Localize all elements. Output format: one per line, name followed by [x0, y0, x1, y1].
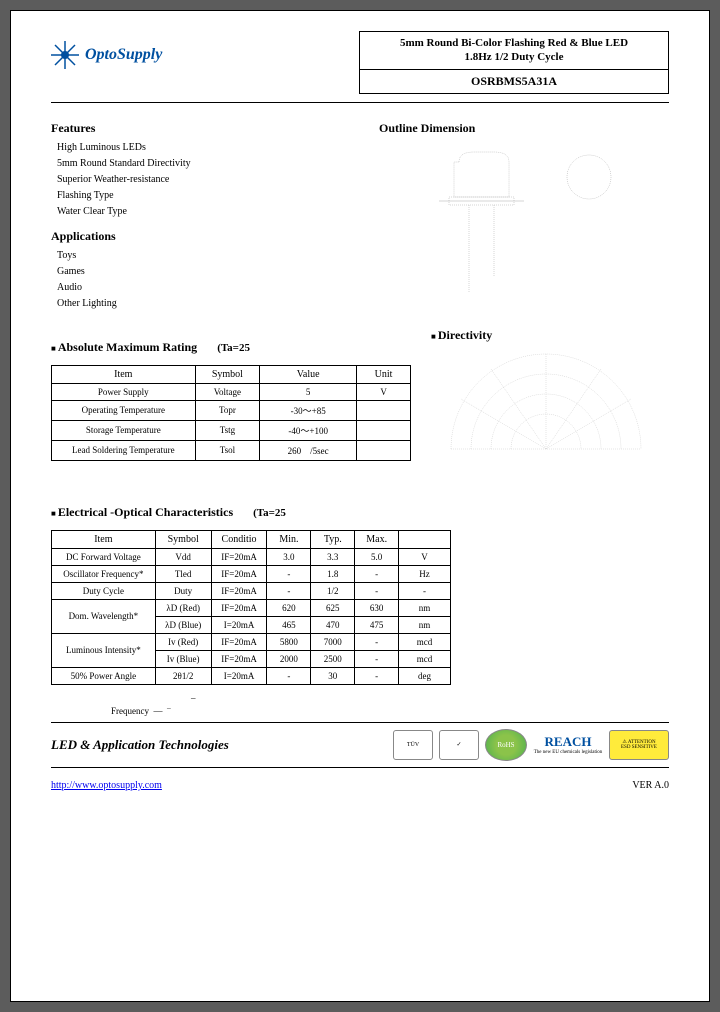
directivity-block: Directivity	[431, 314, 669, 479]
rohs-badge-icon: RoHS	[485, 729, 527, 761]
polar-plot-icon	[431, 349, 661, 469]
footnote: – Frequency — –	[111, 693, 669, 716]
amr-table: Item Symbol Value Unit Power SupplyVolta…	[51, 365, 411, 461]
outline-diagram	[379, 142, 669, 312]
table-row: Duty CycleDutyIF=20mA-1/2--	[52, 582, 451, 599]
table-row: Lead Soldering TemperatureTsol260 /5sec	[52, 440, 411, 460]
top-content: Features High Luminous LEDs 5mm Round St…	[51, 109, 669, 314]
reach-badge: REACH The new EU chemicals legislation	[533, 730, 603, 760]
part-number: OSRBMS5A31A	[360, 70, 668, 93]
divider	[51, 722, 669, 723]
website-link[interactable]: http://www.optosupply.com	[51, 780, 162, 791]
applications-heading: Applications	[51, 229, 359, 244]
directivity-heading: Directivity	[431, 328, 669, 343]
table-row: 50% Power Angle2θ1/2I=20mA-30-deg	[52, 667, 451, 684]
footer-tech: LED & Application Technologies TÜV ✓ RoH…	[51, 729, 669, 761]
amr-heading: Absolute Maximum Rating	[51, 340, 197, 355]
table-row: Storage TemperatureTstg-40～+100	[52, 420, 411, 440]
badges: TÜV ✓ RoHS REACH The new EU chemicals le…	[393, 729, 669, 761]
features-heading: Features	[51, 121, 359, 136]
page-footer: http://www.optosupply.com VER A.0	[51, 780, 669, 791]
app-item: Games	[57, 266, 359, 277]
led-outline-icon	[379, 142, 659, 312]
eoc-heading: Electrical -Optical Characteristics	[51, 505, 233, 520]
table-header-row: Item Symbol Value Unit	[52, 365, 411, 383]
features-list: High Luminous LEDs 5mm Round Standard Di…	[51, 142, 359, 217]
app-item: Toys	[57, 250, 359, 261]
brand-logo: OptoSupply	[51, 41, 162, 69]
left-column: Features High Luminous LEDs 5mm Round St…	[51, 109, 359, 314]
product-title: 5mm Round Bi-Color Flashing Red & Blue L…	[360, 32, 668, 70]
divider	[51, 767, 669, 768]
table-header-row: Item Symbol Conditio Min. Typ. Max.	[52, 530, 451, 548]
feature-item: 5mm Round Standard Directivity	[57, 158, 359, 169]
eoc-table: Item Symbol Conditio Min. Typ. Max. DC F…	[51, 530, 451, 685]
version-label: VER A.0	[632, 780, 669, 791]
eoc-block: Electrical -Optical Characteristics (Ta=…	[51, 493, 451, 685]
tuv-badge-icon: TÜV	[393, 730, 433, 760]
directivity-diagram	[431, 349, 669, 479]
feature-item: Water Clear Type	[57, 206, 359, 217]
app-item: Other Lighting	[57, 298, 359, 309]
header: OptoSupply 5mm Round Bi-Color Flashing R…	[51, 31, 669, 94]
feature-item: High Luminous LEDs	[57, 142, 359, 153]
iso-badge-icon: ✓	[439, 730, 479, 760]
feature-item: Superior Weather-resistance	[57, 174, 359, 185]
right-column: Outline Dimension	[379, 109, 669, 314]
amr-block: Absolute Maximum Rating (Ta=25 Item Symb…	[51, 314, 411, 479]
amr-ta: (Ta=25	[217, 342, 250, 354]
table-row: Oscillator Frequency*TledIF=20mA-1.8-Hz	[52, 565, 451, 582]
outline-heading: Outline Dimension	[379, 121, 669, 136]
divider	[51, 102, 669, 103]
applications-list: Toys Games Audio Other Lighting	[51, 250, 359, 309]
table-row: Luminous Intensity*Iv (Red)IF=20mA580070…	[52, 633, 451, 650]
ratings-section: Absolute Maximum Rating (Ta=25 Item Symb…	[51, 314, 669, 479]
feature-item: Flashing Type	[57, 190, 359, 201]
title-box: 5mm Round Bi-Color Flashing Red & Blue L…	[359, 31, 669, 94]
brand-name: OptoSupply	[85, 46, 162, 64]
app-item: Audio	[57, 282, 359, 293]
datasheet-page: OptoSupply 5mm Round Bi-Color Flashing R…	[10, 10, 710, 1002]
table-row: Dom. Wavelength*λD (Red)IF=20mA620625630…	[52, 599, 451, 616]
table-row: Operating TemperatureTopr-30～+85	[52, 400, 411, 420]
star-icon	[51, 41, 79, 69]
table-row: DC Forward VoltageVddIF=20mA3.03.35.0V	[52, 548, 451, 565]
eoc-ta: (Ta=25	[253, 507, 286, 519]
esd-badge-icon: ⚠ ATTENTIONESD SENSITIVE	[609, 730, 669, 760]
table-row: Power SupplyVoltage5V	[52, 383, 411, 400]
footer-title: LED & Application Technologies	[51, 737, 229, 753]
